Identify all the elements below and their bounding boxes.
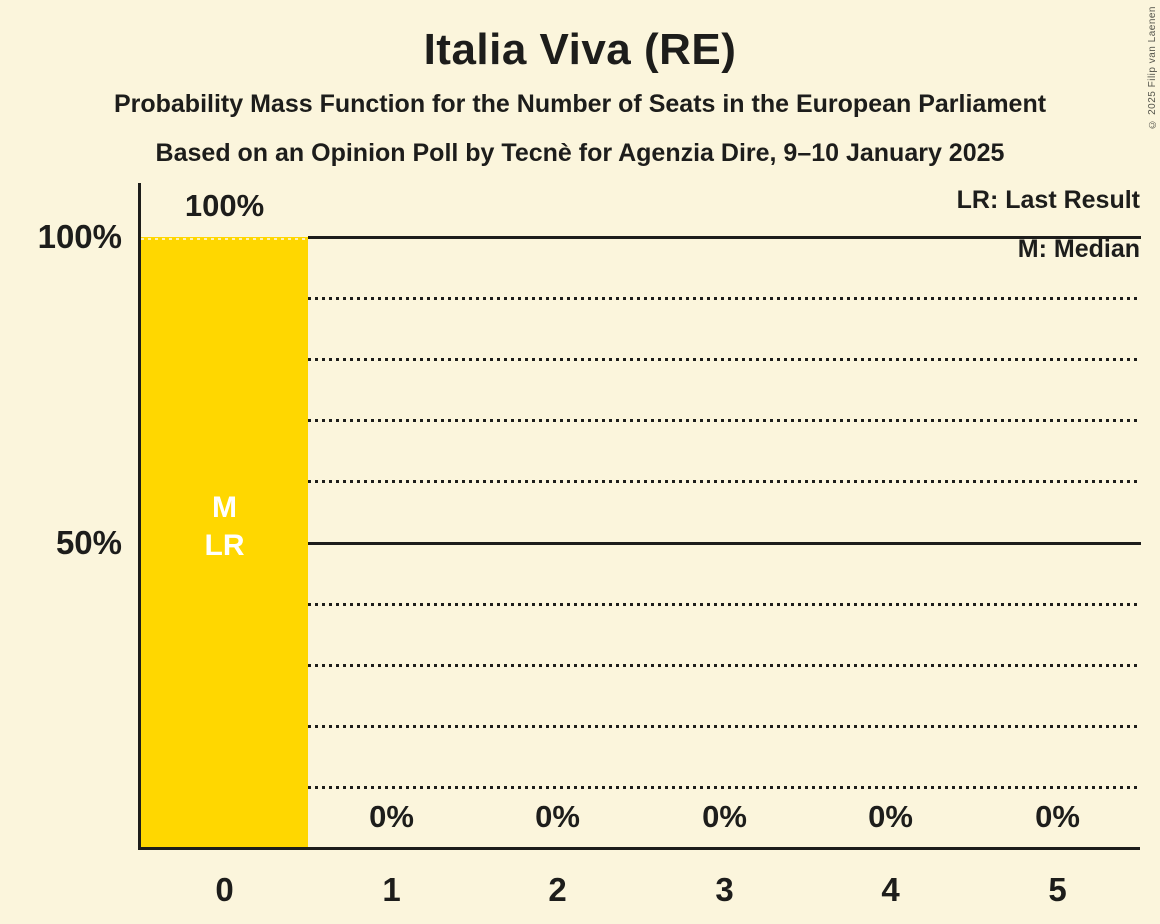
gridline-solid-50: [308, 542, 1141, 545]
bar-note-line: M: [212, 491, 237, 524]
x-tick-5: 5: [1048, 871, 1067, 908]
x-tick-3: 3: [715, 871, 734, 908]
legend-median: M: Median: [1017, 235, 1140, 263]
bar-seats-0: [141, 237, 308, 848]
chart-source-line: Based on an Opinion Poll by Tecnè for Ag…: [155, 139, 1005, 167]
copyright-note: © 2025 Filip van Laenen: [1147, 6, 1158, 130]
y-axis-line: [138, 183, 141, 850]
value-label-3: 0%: [702, 799, 747, 834]
chart-title: Italia Viva (RE): [423, 25, 737, 74]
gridline-dotted-30: [308, 664, 1141, 667]
chart-subtitle: Probability Mass Function for the Number…: [113, 90, 1047, 118]
gridline-dotted-40: [308, 603, 1141, 606]
value-label-4: 0%: [868, 799, 913, 834]
x-tick-2: 2: [548, 871, 567, 908]
x-tick-1: 1: [382, 871, 401, 908]
gridline-dotted-70: [308, 419, 1141, 422]
y-tick-100: 100%: [37, 218, 122, 255]
median-last-result-label: M LR: [141, 489, 308, 565]
value-label-5: 0%: [1035, 799, 1080, 834]
x-tick-0: 0: [215, 871, 234, 908]
gridline-dotted-80: [308, 358, 1141, 361]
gridline-dotted-90: [308, 297, 1141, 300]
legend: LR: Last Result M: Median: [957, 184, 1140, 265]
value-label-2: 0%: [535, 799, 580, 834]
x-tick-4: 4: [881, 871, 900, 908]
gridline-solid-100: [308, 236, 1141, 239]
bar-note-line: LR: [204, 529, 245, 562]
gridline-dotted-60: [308, 480, 1141, 483]
legend-last-result: LR: Last Result: [956, 186, 1140, 214]
bar-top-gridline-overlay: [141, 238, 308, 240]
y-tick-50: 50%: [55, 524, 122, 561]
x-axis-line: [138, 847, 1140, 850]
gridline-dotted-20: [308, 725, 1141, 728]
value-label-1: 0%: [369, 799, 414, 834]
gridline-dotted-10: [308, 786, 1141, 789]
value-label-0: 100%: [184, 188, 265, 223]
